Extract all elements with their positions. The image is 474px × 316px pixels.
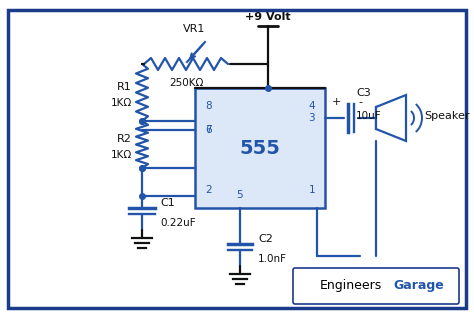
Text: +: + xyxy=(331,97,341,107)
Text: 4: 4 xyxy=(309,101,315,111)
Text: 2: 2 xyxy=(205,185,211,195)
Polygon shape xyxy=(376,95,406,141)
Text: C1: C1 xyxy=(160,198,175,208)
Text: 1KΩ: 1KΩ xyxy=(111,98,132,107)
Text: R1: R1 xyxy=(117,82,132,92)
Text: +9 Volt: +9 Volt xyxy=(245,12,291,22)
FancyBboxPatch shape xyxy=(293,268,459,304)
Text: 0.22uF: 0.22uF xyxy=(160,218,196,228)
Text: C3: C3 xyxy=(356,88,371,98)
Text: 1KΩ: 1KΩ xyxy=(111,149,132,160)
Text: R2: R2 xyxy=(117,133,132,143)
Text: 5: 5 xyxy=(237,190,243,200)
Bar xyxy=(195,88,325,208)
Text: 1: 1 xyxy=(309,185,315,195)
Text: 6: 6 xyxy=(205,125,211,135)
Text: 8: 8 xyxy=(205,101,211,111)
Text: Speaker: Speaker xyxy=(424,111,470,121)
Text: VR1: VR1 xyxy=(183,24,205,34)
Text: Garage: Garage xyxy=(393,279,444,293)
Text: 1.0nF: 1.0nF xyxy=(258,254,287,264)
Text: 3: 3 xyxy=(309,113,315,123)
Text: 250KΩ: 250KΩ xyxy=(169,78,203,88)
Bar xyxy=(376,107,388,129)
Text: C2: C2 xyxy=(258,234,273,244)
Text: 7: 7 xyxy=(205,125,211,135)
Text: 10uF: 10uF xyxy=(356,111,382,121)
Text: -: - xyxy=(358,97,362,107)
Text: Engineers: Engineers xyxy=(320,279,382,293)
Text: 555: 555 xyxy=(239,138,281,157)
